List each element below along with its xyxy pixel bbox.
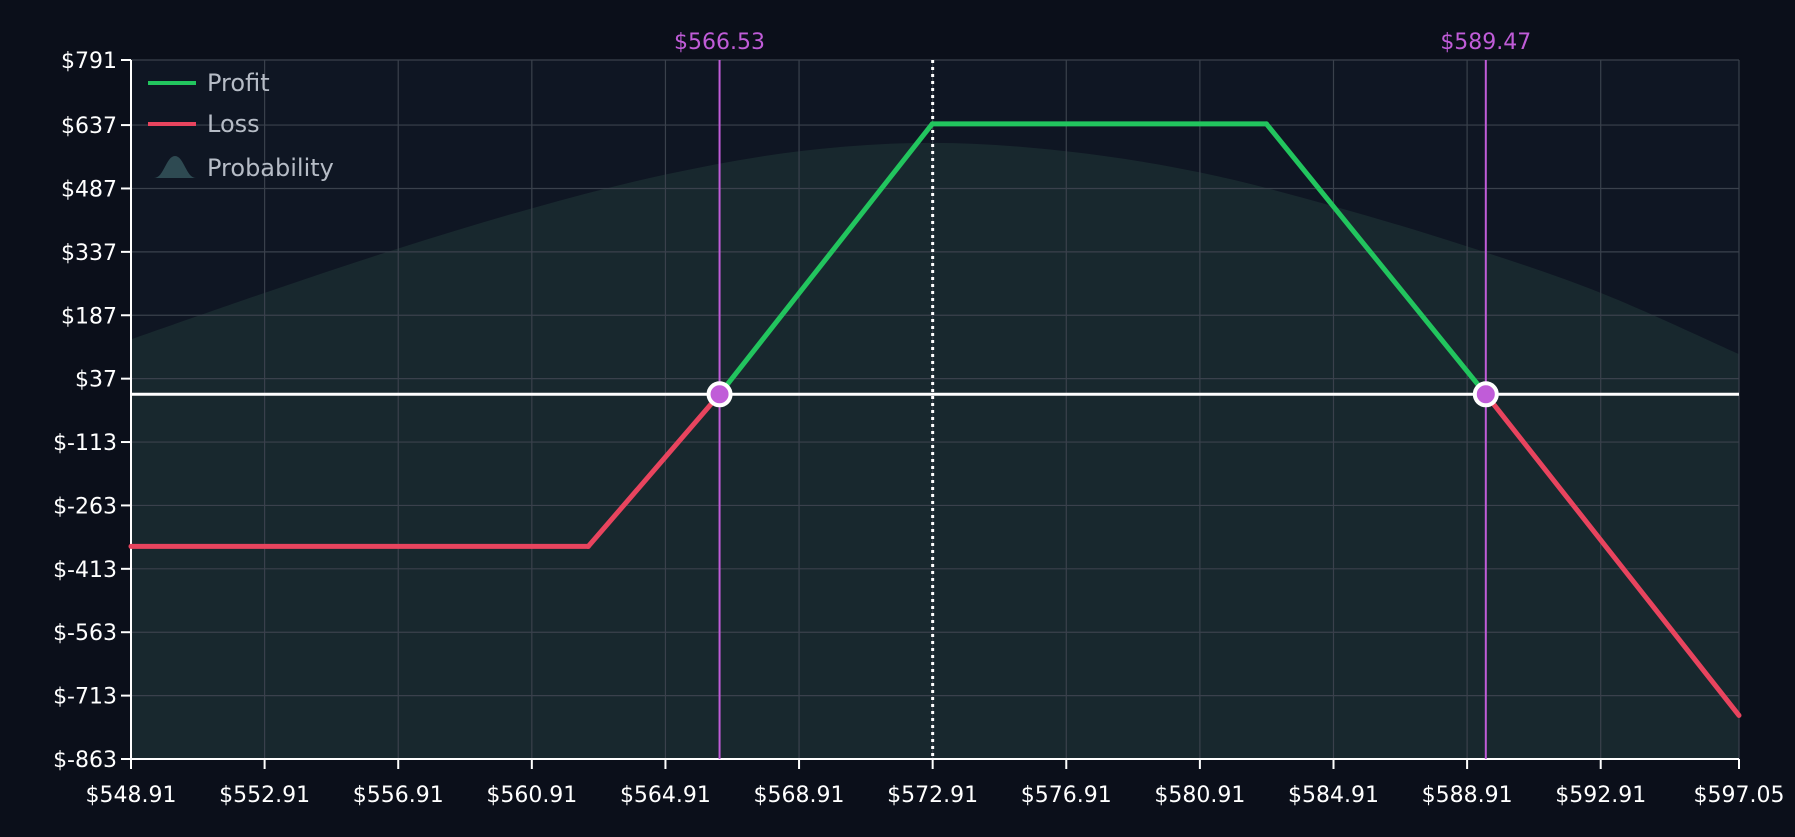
- y-tick-label: $791: [61, 49, 117, 74]
- probability-area: [131, 142, 1739, 760]
- y-tick-label: $-713: [53, 685, 117, 710]
- breakeven-point: [1472, 381, 1499, 408]
- breakeven-label: $566.53: [674, 30, 765, 55]
- x-tick-label: $597.05: [1694, 783, 1785, 808]
- x-tick-label: $584.91: [1288, 783, 1379, 808]
- x-tick-label: $552.91: [219, 783, 310, 808]
- breakeven-label: $589.47: [1440, 30, 1531, 55]
- y-tick-label: $-863: [53, 748, 117, 773]
- y-tick-label: $-563: [53, 621, 117, 646]
- legend-label-probability: Probability: [207, 154, 334, 182]
- breakeven-point: [706, 381, 733, 408]
- marker-layer: $566.53 $589.47: [131, 30, 1739, 759]
- x-tick-label: $572.91: [887, 783, 978, 808]
- profit-segment: [717, 121, 935, 397]
- legend-label-profit: Profit: [207, 69, 270, 97]
- breakeven-points-layer: [706, 381, 1499, 408]
- y-tick-label: $637: [61, 114, 117, 139]
- y-tick-label: $-413: [53, 558, 117, 583]
- axis-layer: $791 $637 $487 $337 $187 $37 $-113 $-263 $-413 $-…: [53, 49, 1784, 808]
- y-tick-label: $-113: [53, 431, 117, 456]
- x-tick-label: $568.91: [754, 783, 845, 808]
- y-tick-label: $-263: [53, 494, 117, 519]
- x-tick-label: $548.91: [86, 783, 177, 808]
- loss-segment: [1483, 391, 1742, 718]
- profit-segment: [1263, 121, 1489, 397]
- x-tick-label: $576.91: [1021, 783, 1112, 808]
- loss-segment: [585, 391, 723, 549]
- x-tick-label: $588.91: [1422, 783, 1513, 808]
- y-tick-label: $487: [61, 177, 117, 202]
- y-tick-label: $37: [75, 368, 117, 393]
- probability-layer: [131, 60, 1739, 760]
- grid-layer: [131, 59, 1740, 759]
- legend-swatch-probability: [154, 156, 196, 178]
- y-tick-label: $187: [61, 304, 117, 329]
- legend-label-loss: Loss: [207, 110, 260, 138]
- x-tick-label: $592.91: [1555, 783, 1646, 808]
- legend: Profit Loss Probability: [148, 69, 334, 182]
- x-tick-label: $556.91: [353, 783, 444, 808]
- x-tick-label: $560.91: [486, 783, 577, 808]
- x-tick-label: $580.91: [1154, 783, 1245, 808]
- x-tick-label: $564.91: [620, 783, 711, 808]
- y-tick-label: $337: [61, 241, 117, 266]
- payoff-layer: [128, 121, 1742, 718]
